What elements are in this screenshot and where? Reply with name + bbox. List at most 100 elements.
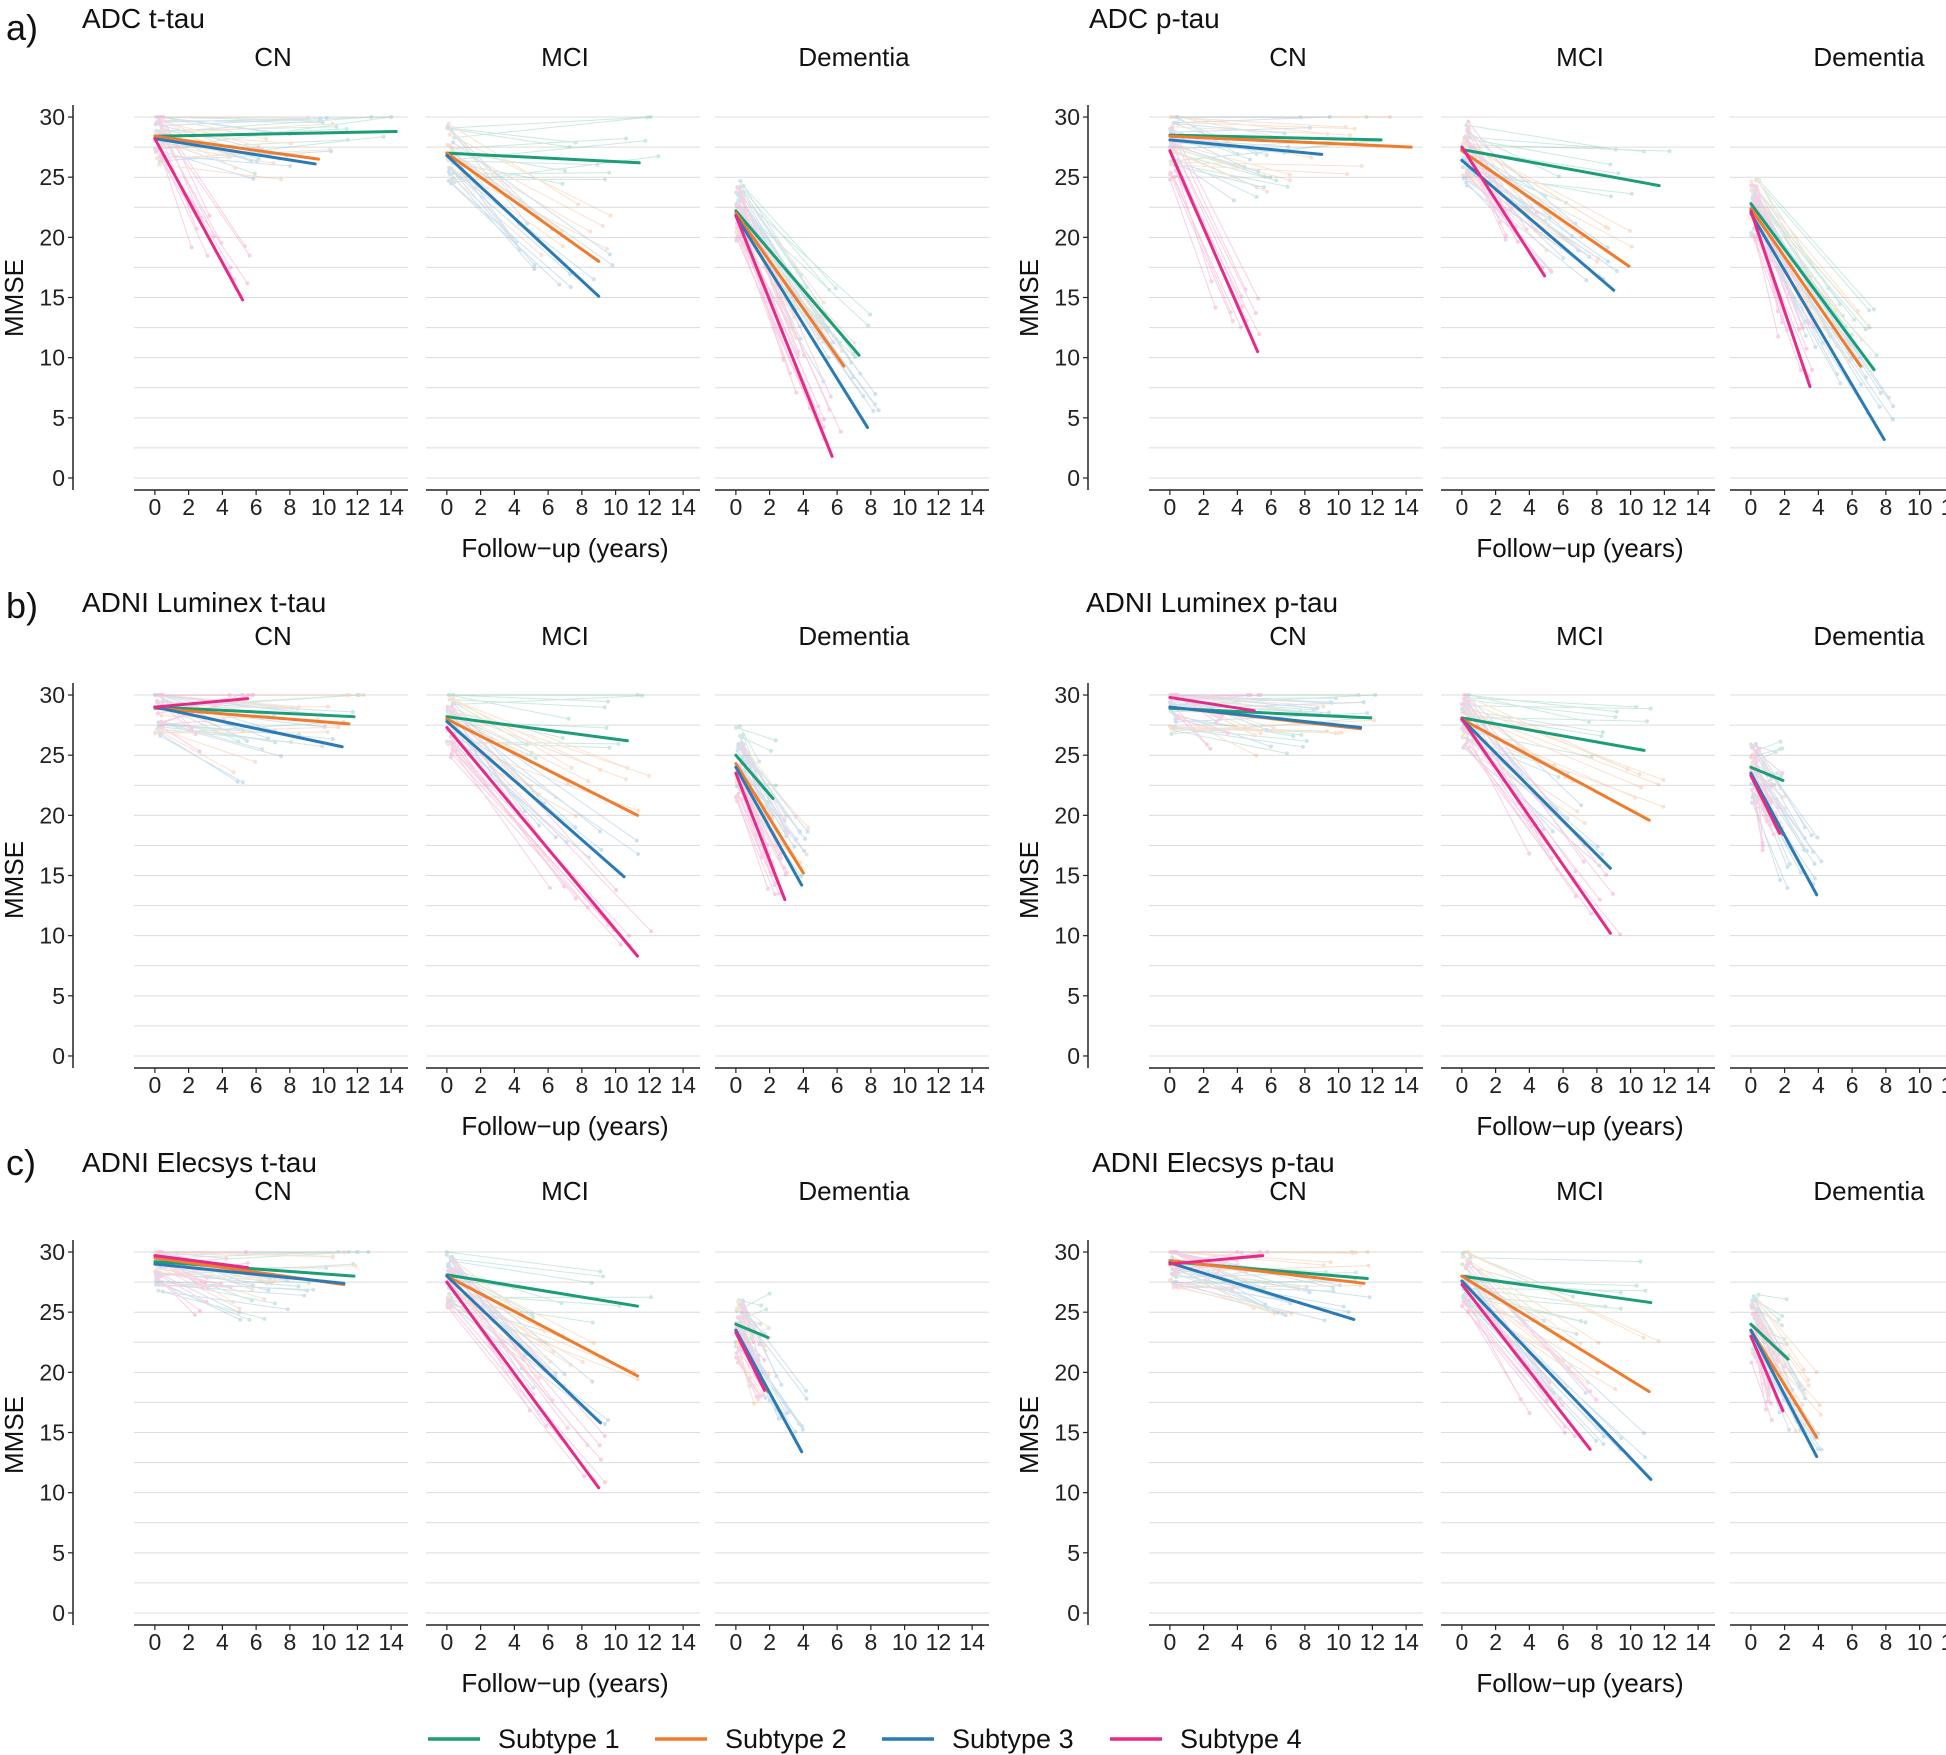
trajectory-point (1809, 833, 1814, 838)
trajectory-point (1349, 1250, 1354, 1255)
trajectory-point (1463, 175, 1468, 180)
trajectory (1172, 146, 1243, 297)
trajectory-point (1285, 184, 1290, 189)
trajectory (1464, 1302, 1616, 1390)
trajectory (1462, 1296, 1597, 1442)
trajectory-point (295, 706, 300, 711)
trajectory-point (285, 1278, 290, 1283)
trajectory-point (1465, 736, 1470, 741)
trajectory-point (1466, 1298, 1471, 1303)
trajectory-point (1462, 1296, 1467, 1301)
trajectory-point (1752, 193, 1757, 198)
trajectory-point (1466, 700, 1471, 705)
trajectory (1463, 151, 1542, 235)
trajectory-point (1465, 169, 1470, 174)
trajectory (155, 694, 359, 710)
trajectory-point (1785, 885, 1790, 890)
trajectory (1752, 762, 1774, 776)
trajectory (1757, 741, 1781, 751)
trajectory-point (756, 819, 761, 824)
trajectory (160, 1275, 207, 1303)
trajectory-point (153, 147, 158, 152)
trajectory-point (1855, 308, 1860, 313)
trajectory-point (1174, 1250, 1179, 1255)
trajectory (1467, 121, 1538, 213)
trajectory (451, 1271, 601, 1446)
trajectory-point (783, 814, 788, 819)
trajectory-point (591, 1341, 596, 1346)
fit-line-subtype-2 (153, 706, 351, 726)
trajectory-point (1752, 1316, 1757, 1321)
trajectory-point (446, 1300, 451, 1305)
trajectory-point (1765, 1399, 1770, 1404)
trajectory-point (1462, 136, 1467, 141)
x-axis-title: Follow−up (years) (1476, 533, 1683, 563)
trajectory-point (1594, 1397, 1599, 1402)
trajectory-point (757, 759, 762, 764)
fit-line-subtype-2 (445, 1274, 640, 1378)
trajectory-point (1467, 171, 1472, 176)
x-tick-label: 12 (926, 1629, 952, 1655)
trajectory-point (1755, 752, 1760, 757)
trajectory (1177, 718, 1228, 734)
trajectory (1465, 1303, 1577, 1335)
trajectory-point (1172, 1269, 1177, 1274)
trajectory-point (754, 1394, 759, 1399)
trajectory-point (735, 1306, 740, 1311)
y-tick-label: 20 (39, 1359, 65, 1385)
trajectory-point (738, 199, 743, 204)
trajectory-point (1231, 198, 1236, 203)
trajectory-point (288, 164, 293, 169)
trajectory-point (1847, 358, 1852, 363)
trajectory (1466, 701, 1640, 775)
trajectory (1465, 1267, 1645, 1434)
trajectory-point (738, 179, 743, 184)
trajectory-point (1175, 115, 1180, 120)
trajectory (159, 735, 244, 783)
trajectory-point (159, 720, 164, 725)
trajectory-point (1796, 1380, 1801, 1385)
trajectory (454, 727, 639, 855)
trajectory-point (767, 1291, 772, 1296)
trajectory-point (266, 736, 271, 741)
trajectory (1758, 771, 1771, 803)
trajectory (1171, 1251, 1224, 1266)
trajectory-point (532, 263, 537, 268)
y-tick-label: 15 (39, 863, 65, 889)
trajectory (161, 134, 222, 244)
trajectory-point (573, 825, 578, 830)
trajectory (1757, 180, 1829, 289)
trajectory-point (1322, 1318, 1327, 1323)
trajectory-point (1751, 1312, 1756, 1317)
trajectory-point (749, 1337, 754, 1342)
x-tick-label: 14 (1393, 1072, 1419, 1098)
x-tick-label: 8 (1298, 494, 1311, 520)
y-tick-label: 30 (1054, 682, 1080, 708)
trajectory (452, 153, 517, 243)
trajectory-point (1578, 1341, 1583, 1346)
trajectory-point (158, 722, 163, 727)
trajectory-point (1766, 1386, 1771, 1391)
trajectory-point (157, 159, 162, 164)
trajectory (1170, 142, 1265, 178)
trajectory-point (742, 747, 747, 752)
trajectory (449, 712, 532, 787)
trajectory-point (1584, 278, 1589, 283)
fit-line-subtype-4 (445, 726, 640, 958)
trajectory-point (644, 115, 649, 120)
trajectory-point (451, 1257, 456, 1262)
trajectory-point (1176, 158, 1181, 163)
trajectory (451, 128, 570, 148)
trajectory-point (737, 234, 742, 239)
fit-line-subtype-2 (1749, 206, 1863, 368)
trajectory-point (156, 728, 161, 733)
y-tick-label: 20 (39, 802, 65, 828)
trajectory-point (1781, 1397, 1786, 1402)
trajectory-point (553, 795, 558, 800)
trajectory-point (788, 371, 793, 376)
trajectory (1467, 131, 1576, 225)
trajectory-point (158, 720, 163, 725)
trajectory-point (1254, 753, 1259, 758)
y-tick-label: 10 (39, 923, 65, 949)
